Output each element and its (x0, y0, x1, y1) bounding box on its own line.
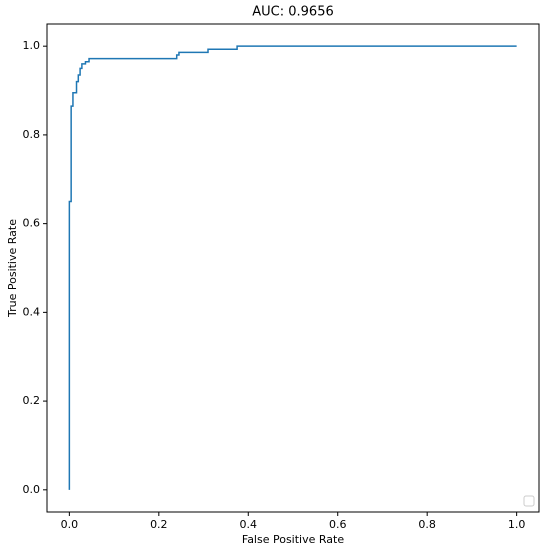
x-tick-label: 0.0 (61, 518, 79, 531)
x-tick-label: 0.8 (418, 518, 436, 531)
y-tick-label: 0.6 (23, 217, 41, 230)
roc-line (68, 45, 517, 490)
x-tick-label: 0.4 (240, 518, 258, 531)
x-axis-label: False Positive Rate (242, 533, 344, 546)
legend-box (523, 495, 535, 507)
y-tick-label: 0.4 (23, 305, 41, 318)
y-tick-label: 0.2 (23, 394, 41, 407)
y-axis-label: True Positive Rate (6, 219, 19, 318)
chart-title: AUC: 0.9656 (252, 5, 334, 20)
y-tick-label: 1.0 (23, 39, 41, 52)
x-tick-label: 0.6 (329, 518, 347, 531)
plot-frame (46, 23, 540, 513)
y-tick-label: 0.8 (23, 128, 41, 141)
y-tick-label: 0.0 (23, 483, 41, 496)
x-tick-label: 1.0 (508, 518, 526, 531)
x-tick-label: 0.2 (150, 518, 168, 531)
